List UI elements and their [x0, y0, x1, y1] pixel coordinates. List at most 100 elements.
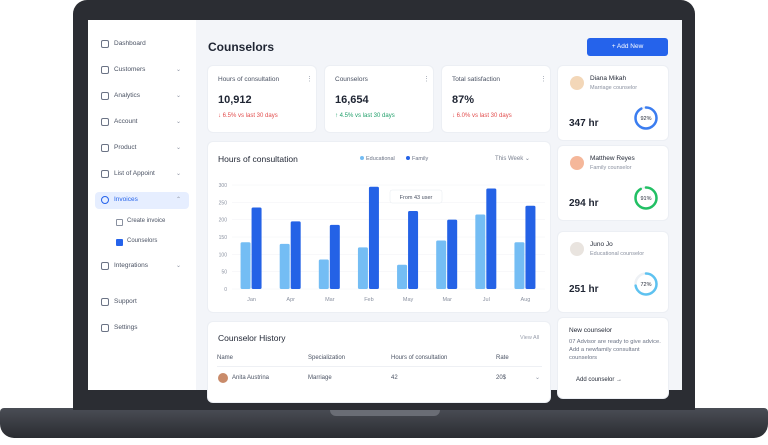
column-header: Name	[217, 355, 234, 361]
x-tick-label: Jul	[483, 297, 490, 303]
stat-change: ↑ 4.5% vs last 30 days	[335, 113, 395, 119]
nav-item[interactable]: Product	[114, 144, 137, 151]
x-tick-label: Feb	[364, 297, 373, 303]
new-title: New counselor	[569, 327, 612, 334]
stat-value: 87%	[452, 94, 475, 106]
bar	[447, 219, 458, 289]
bar	[251, 207, 262, 289]
bar	[368, 186, 379, 289]
y-tick-label: 100	[219, 252, 228, 258]
divider	[217, 366, 542, 367]
nav-item[interactable]: List of Appoint	[114, 170, 155, 177]
y-tick-label: 250	[219, 200, 228, 206]
y-tick-label: 150	[219, 235, 228, 241]
y-tick-label: 200	[219, 218, 228, 224]
stat-change: ↓ 6.0% vs last 30 days	[452, 113, 512, 119]
bar	[525, 205, 536, 289]
stat-menu: ⋮	[540, 76, 547, 83]
cell: Marriage	[308, 375, 332, 381]
nav-item[interactable]: Invoices	[114, 196, 138, 203]
y-tick-label: 0	[224, 287, 227, 293]
stat-menu: ⋮	[306, 76, 313, 83]
bar	[240, 242, 251, 289]
bar	[475, 214, 486, 289]
nav-item[interactable]: Customers	[114, 66, 146, 73]
stat-card	[208, 66, 316, 132]
bar	[357, 247, 368, 289]
nav-item[interactable]: Support	[114, 298, 137, 305]
bar	[514, 242, 525, 289]
nav-chevron: ⌄	[176, 145, 182, 151]
legend-dot	[360, 156, 364, 160]
bar	[408, 211, 419, 289]
bar	[436, 240, 447, 289]
laptop-notch	[330, 408, 440, 416]
avatar	[570, 242, 584, 256]
nav-icon	[101, 298, 109, 306]
x-tick-label: Aug	[521, 297, 531, 303]
x-tick-label: Mar	[442, 297, 452, 303]
bar	[329, 224, 340, 289]
counselor-hours: 347 hr	[569, 118, 599, 129]
x-tick-label: Mar	[325, 297, 335, 303]
x-tick-label: Jan	[247, 297, 256, 303]
sub-checkbox	[116, 219, 123, 226]
nav-chevron: ⌄	[176, 263, 182, 269]
counselor-hours: 294 hr	[569, 198, 599, 209]
view-all[interactable]: View All	[520, 335, 540, 341]
stat-card	[325, 66, 433, 132]
period-select[interactable]: This Week ⌄	[495, 156, 530, 162]
sub-item[interactable]: Counselors	[127, 238, 158, 244]
nav-item[interactable]: Dashboard	[114, 40, 146, 47]
nav-icon	[101, 118, 109, 126]
nav-item[interactable]: Account	[114, 118, 138, 125]
add-button[interactable]: + Add New	[587, 38, 668, 56]
new-card	[558, 318, 668, 398]
new-link[interactable]: Add counselor →	[576, 377, 623, 383]
bar	[279, 243, 290, 289]
history-title: Counselor History	[218, 333, 286, 343]
nav-item[interactable]: Settings	[114, 324, 138, 331]
nav-item[interactable]: Integrations	[114, 262, 148, 269]
nav-item[interactable]: Analytics	[114, 92, 141, 99]
nav-icon	[101, 144, 109, 152]
chart-title: Hours of consultation	[218, 154, 298, 164]
y-tick-label: 300	[219, 183, 228, 189]
column-header: Hours of consultation	[391, 355, 448, 361]
stat-title: Total satisfaction	[452, 76, 501, 83]
nav-icon	[101, 66, 109, 74]
nav-chevron: ⌄	[176, 119, 182, 125]
counselor-name: Juno Jo	[590, 241, 613, 248]
cell: 42	[391, 375, 398, 381]
avatar	[570, 156, 584, 170]
stat-value: 16,654	[335, 94, 369, 106]
stat-change: ↓ 6.5% vs last 30 days	[218, 113, 278, 119]
counselor-role: Marriage counselor	[590, 85, 638, 91]
tooltip: From 43 user	[400, 195, 433, 201]
nav-icon	[101, 40, 109, 48]
nav-chevron: ⌃	[176, 197, 182, 203]
legend-label: Family	[412, 156, 428, 162]
legend-label: Educational	[366, 156, 395, 162]
counselor-hours: 251 hr	[569, 284, 599, 295]
nav-chevron: ⌄	[176, 67, 182, 73]
counselor-role: Educational counselor	[590, 251, 645, 257]
counselor-role: Family counselor	[590, 165, 632, 171]
x-tick-label: Apr	[286, 297, 295, 303]
sub-checkbox	[116, 239, 123, 246]
y-tick-label: 50	[221, 270, 227, 276]
avatar	[218, 373, 228, 383]
bar	[318, 259, 329, 289]
x-tick-label: May	[403, 297, 414, 303]
counselor-name: Diana Mikah	[590, 75, 627, 82]
chart: 0 50 100 150 200 250 300 Educational Family Jan Ap…	[219, 156, 545, 303]
stat-title: Hours of consultation	[218, 76, 280, 83]
bar	[397, 264, 408, 289]
nav-chevron: ⌄	[176, 171, 182, 177]
active-item[interactable]	[95, 192, 189, 209]
sub-item[interactable]: Create invoice	[127, 218, 166, 224]
stat-title: Counselors	[335, 76, 368, 83]
nav-icon	[101, 262, 109, 270]
row-chevron: ⌄	[535, 375, 541, 381]
